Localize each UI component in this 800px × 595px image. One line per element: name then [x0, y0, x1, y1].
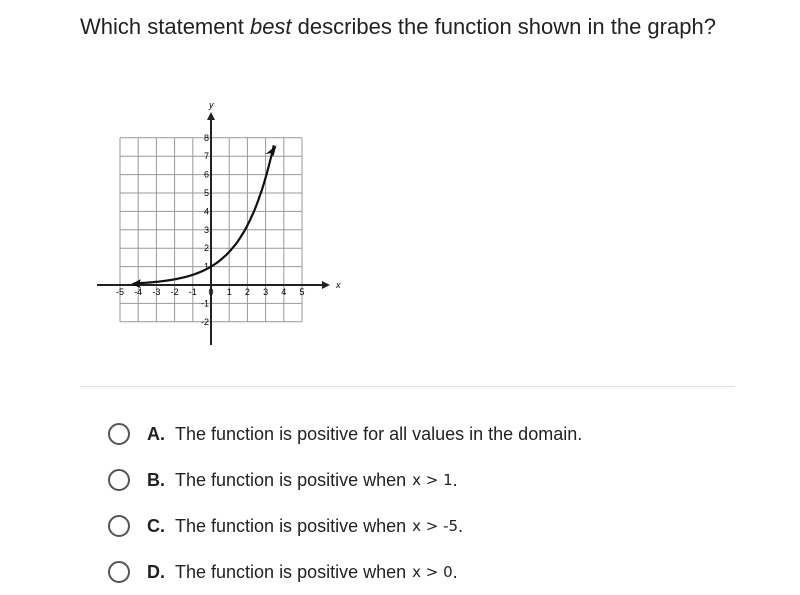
curve — [136, 144, 275, 285]
x-tick-label: 3 — [263, 287, 268, 297]
option-math: x > -5 — [412, 517, 459, 535]
y-tick-label: 3 — [204, 225, 209, 235]
question: Which statement best describes the funct… — [80, 12, 720, 42]
option-math: x > 1 — [412, 471, 453, 489]
option-text: The function is positive when — [175, 469, 407, 490]
option[interactable]: B. The function is positive when x > 1. — [108, 468, 458, 492]
radio[interactable] — [108, 469, 130, 491]
y-tick-label: 5 — [204, 188, 209, 198]
radio[interactable] — [108, 423, 130, 445]
x-tick-label: 5 — [299, 287, 304, 297]
radio[interactable] — [108, 515, 130, 537]
separator — [80, 386, 735, 387]
option-text: The function is positive when — [175, 561, 407, 582]
y-tick-label: -2 — [201, 317, 209, 327]
x-tick-label: -1 — [189, 287, 197, 297]
x-tick-label: 0 — [208, 287, 213, 297]
x-tick-label: -2 — [171, 287, 179, 297]
option-letter: A. — [147, 423, 165, 444]
x-tick-label: -3 — [152, 287, 160, 297]
x-tick-label: -4 — [134, 287, 142, 297]
y-tick-label: 7 — [204, 151, 209, 161]
arrow — [130, 279, 141, 289]
question-emphasis: best — [249, 14, 292, 39]
option[interactable]: D. The function is positive when x > 0. — [108, 560, 458, 584]
y-tick-label: 2 — [204, 243, 209, 253]
option-text: The function is positive when — [175, 515, 407, 536]
x-tick-label: 1 — [227, 287, 232, 297]
option-end: . — [452, 561, 458, 582]
question-text: Which statement — [80, 14, 250, 39]
option-text: The function is positive for all values … — [175, 423, 583, 444]
option-letter: C. — [147, 515, 165, 536]
arrow — [265, 145, 277, 157]
y-tick-label: 4 — [204, 206, 209, 216]
y-tick-label: 6 — [204, 170, 209, 180]
question-text: describes the function shown in the grap… — [291, 14, 716, 39]
arrow — [322, 281, 330, 289]
x-tick-label: -5 — [116, 287, 124, 297]
option-letter: D. — [147, 561, 165, 582]
option-letter: B. — [147, 469, 165, 490]
option[interactable]: C. The function is positive when x > -5. — [108, 514, 463, 538]
x-tick-label: 4 — [281, 287, 286, 297]
arrow — [207, 112, 215, 120]
x-tick-label: 2 — [245, 287, 250, 297]
y-tick-label: 8 — [204, 133, 209, 143]
axis-label: y — [208, 100, 214, 110]
radio[interactable] — [108, 561, 130, 583]
y-tick-label: -1 — [201, 298, 209, 308]
option-math: x > 0 — [412, 563, 453, 581]
axis-label: x — [335, 280, 341, 290]
option-end: . — [452, 469, 458, 490]
y-tick-label: 1 — [204, 262, 209, 272]
option[interactable]: A. The function is positive for all value… — [108, 422, 582, 446]
option-end: . — [458, 515, 464, 536]
